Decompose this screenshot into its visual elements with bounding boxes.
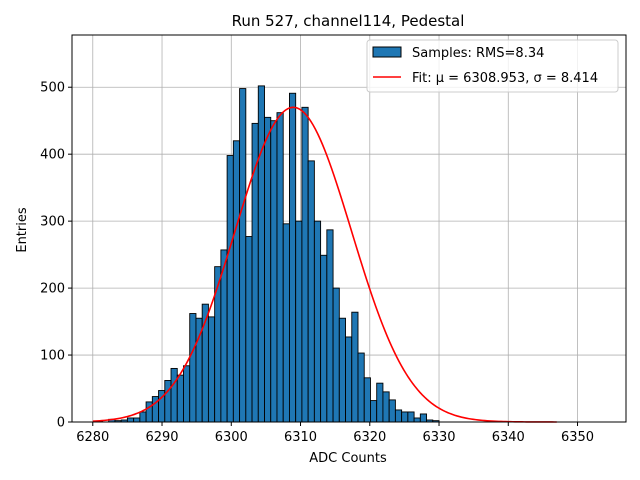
legend: Samples: RMS=8.34 Fit: μ = 6308.953, σ =…	[366, 39, 619, 93]
histogram-bar	[345, 336, 353, 423]
histogram-bar	[245, 236, 253, 423]
histogram-bar	[376, 382, 384, 423]
histogram-bar	[176, 374, 184, 423]
histogram-bar	[413, 417, 421, 423]
y-tick-label: 400	[40, 148, 65, 163]
histogram-bar	[189, 313, 197, 423]
x-tick-label: 6310	[284, 430, 317, 445]
legend-histogram-label: Samples: RMS=8.34	[412, 46, 544, 61]
legend-box	[366, 39, 619, 93]
histogram-bar	[357, 352, 365, 423]
histogram-bar	[332, 287, 340, 423]
histogram-bar	[214, 266, 222, 423]
histogram-bar	[338, 317, 346, 423]
legend-histogram-patch	[372, 46, 402, 58]
histogram-bar	[370, 400, 378, 423]
histogram-bar	[326, 229, 334, 423]
legend-fit-label: Fit: μ = 6308.953, σ = 8.414	[412, 71, 598, 86]
y-tick-label: 500	[40, 81, 65, 96]
histogram-bar	[276, 112, 284, 423]
x-tick-label: 6330	[422, 430, 455, 445]
y-tick-label: 200	[40, 282, 65, 297]
x-tick-label: 6350	[561, 430, 594, 445]
x-tick-label: 6320	[353, 430, 386, 445]
histogram-bar	[288, 92, 297, 423]
histogram-bar	[232, 140, 241, 423]
x-tick-label: 6290	[145, 430, 178, 445]
y-axis-ticks: 0 100 200 300 400 500	[40, 81, 72, 431]
histogram-bar	[320, 254, 328, 423]
x-axis-label: ADC Counts	[309, 451, 387, 466]
histogram-bar	[226, 155, 234, 423]
histogram-bar	[407, 411, 415, 423]
histogram-bar	[164, 380, 172, 423]
histogram-bar	[401, 411, 409, 423]
histogram-bar	[133, 417, 141, 423]
histogram-bar	[351, 311, 359, 423]
x-tick-label: 6280	[76, 430, 109, 445]
histogram-bar	[239, 88, 247, 423]
histogram-bar	[195, 317, 203, 423]
chart-title: Run 527, channel114, Pedestal	[232, 12, 465, 30]
histogram-bar	[363, 377, 371, 423]
y-tick-label: 300	[40, 215, 65, 230]
histogram-bar	[282, 223, 290, 423]
histogram-bar	[257, 85, 265, 423]
fit-curve	[92, 106, 557, 423]
histogram-bar	[394, 409, 403, 423]
histogram-bar	[382, 391, 390, 423]
histogram-bar	[419, 413, 428, 423]
histogram-bar	[170, 367, 178, 423]
plot-frame	[71, 34, 627, 423]
histogram-bar	[183, 365, 191, 423]
x-tick-label: 6340	[492, 430, 525, 445]
histogram-bar	[295, 220, 303, 423]
histogram-bar	[139, 411, 147, 423]
x-tick-label: 6300	[215, 430, 248, 445]
x-axis-ticks: 6280 6290 6300 6310 6320 6330 6340 6350	[76, 422, 594, 445]
y-axis-label: Entries	[15, 207, 30, 253]
histogram-bar	[307, 160, 315, 423]
histogram-bar	[301, 106, 309, 423]
histogram-bar	[207, 316, 216, 423]
y-tick-label: 100	[40, 349, 65, 364]
histogram-bar	[270, 120, 278, 423]
histogram-bar	[313, 220, 322, 423]
histogram-bar	[388, 399, 396, 423]
histogram-bar	[264, 116, 272, 423]
histogram-bar	[126, 417, 135, 423]
y-tick-label: 0	[57, 416, 65, 431]
